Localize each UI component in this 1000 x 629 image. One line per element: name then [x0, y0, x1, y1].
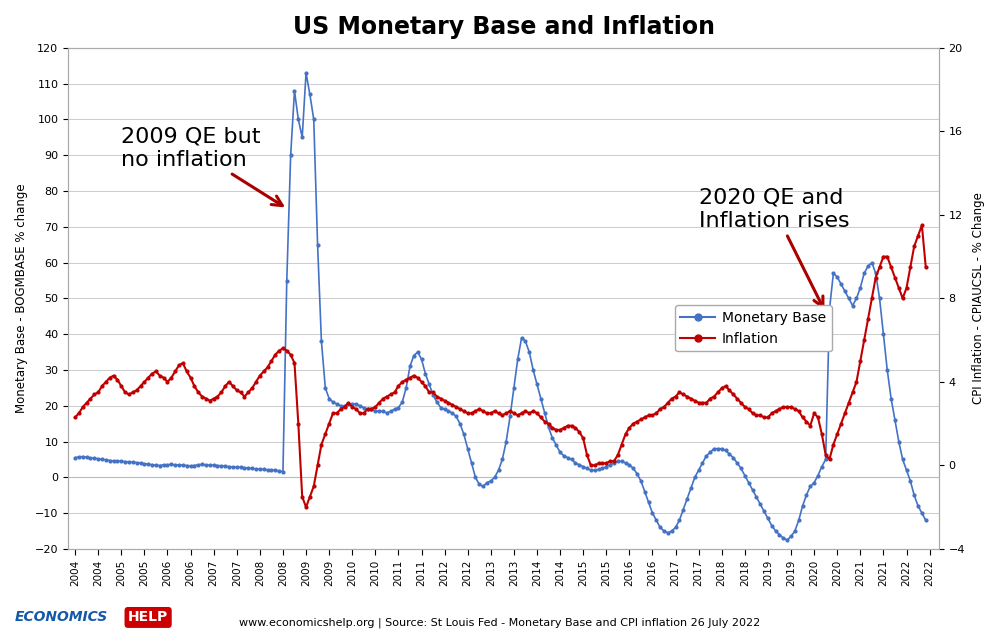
Y-axis label: CPI Inflation - CPIAUCSL - % Change: CPI Inflation - CPIAUCSL - % Change: [972, 192, 985, 404]
Text: www.economicshelp.org | Source: St Louis Fed - Monetary Base and CPI inflation 2: www.economicshelp.org | Source: St Louis…: [239, 618, 761, 628]
Text: 2020 QE and
Inflation rises: 2020 QE and Inflation rises: [699, 187, 849, 307]
Title: US Monetary Base and Inflation: US Monetary Base and Inflation: [293, 15, 714, 39]
Text: 2009 QE but
no inflation: 2009 QE but no inflation: [121, 126, 282, 206]
Legend: Monetary Base, Inflation: Monetary Base, Inflation: [675, 306, 832, 352]
Y-axis label: Monetary Base - BOGMBASE % change: Monetary Base - BOGMBASE % change: [15, 184, 28, 413]
Text: ECONOMICS: ECONOMICS: [15, 611, 108, 625]
Text: HELP: HELP: [128, 611, 168, 625]
